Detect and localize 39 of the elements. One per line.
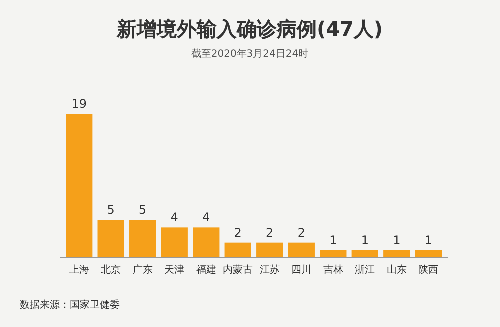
bar [256, 242, 284, 258]
bar [193, 228, 220, 258]
chart-title: 新增境外输入确诊病例(47人) [116, 17, 384, 41]
bar [415, 250, 442, 258]
data-label: 4 [170, 210, 178, 225]
data-label: 5 [107, 203, 115, 218]
x-tick-label: 四川 [292, 264, 312, 276]
data-label: 19 [72, 97, 87, 111]
bar [320, 250, 347, 258]
x-tick-label: 福建 [196, 264, 216, 276]
x-tick-label: 天津 [164, 264, 185, 276]
x-tick-label: 陕西 [418, 264, 439, 276]
bar [130, 220, 156, 258]
data-label: 2 [266, 226, 274, 240]
data-label: 1 [393, 233, 401, 248]
bar [98, 220, 124, 258]
bar [224, 242, 252, 258]
source-note: 数据来源：国家卫健委 [20, 299, 120, 311]
data-label: 1 [330, 233, 338, 248]
bar [352, 250, 378, 258]
x-tick-label: 山东 [386, 264, 407, 276]
x-tick-label: 浙江 [355, 264, 376, 276]
x-tick-label: 广东 [132, 264, 153, 276]
bar [288, 242, 315, 258]
data-label: 2 [298, 226, 306, 240]
x-tick-label: 江苏 [260, 264, 280, 276]
bar [161, 228, 188, 258]
x-tick-label: 吉林 [323, 264, 344, 276]
bar [66, 114, 93, 258]
data-label: 4 [202, 210, 210, 225]
data-label: 1 [424, 233, 432, 248]
x-tick-label: 上海 [69, 264, 90, 276]
bar [384, 250, 410, 258]
x-tick-label: 北京 [101, 264, 122, 276]
chart-subtitle: 截至2020年3月24日24时 [191, 48, 309, 60]
data-label: 5 [139, 203, 147, 218]
data-label: 2 [234, 226, 242, 240]
x-tick-label: 内蒙古 [223, 264, 254, 276]
data-label: 1 [361, 233, 369, 248]
